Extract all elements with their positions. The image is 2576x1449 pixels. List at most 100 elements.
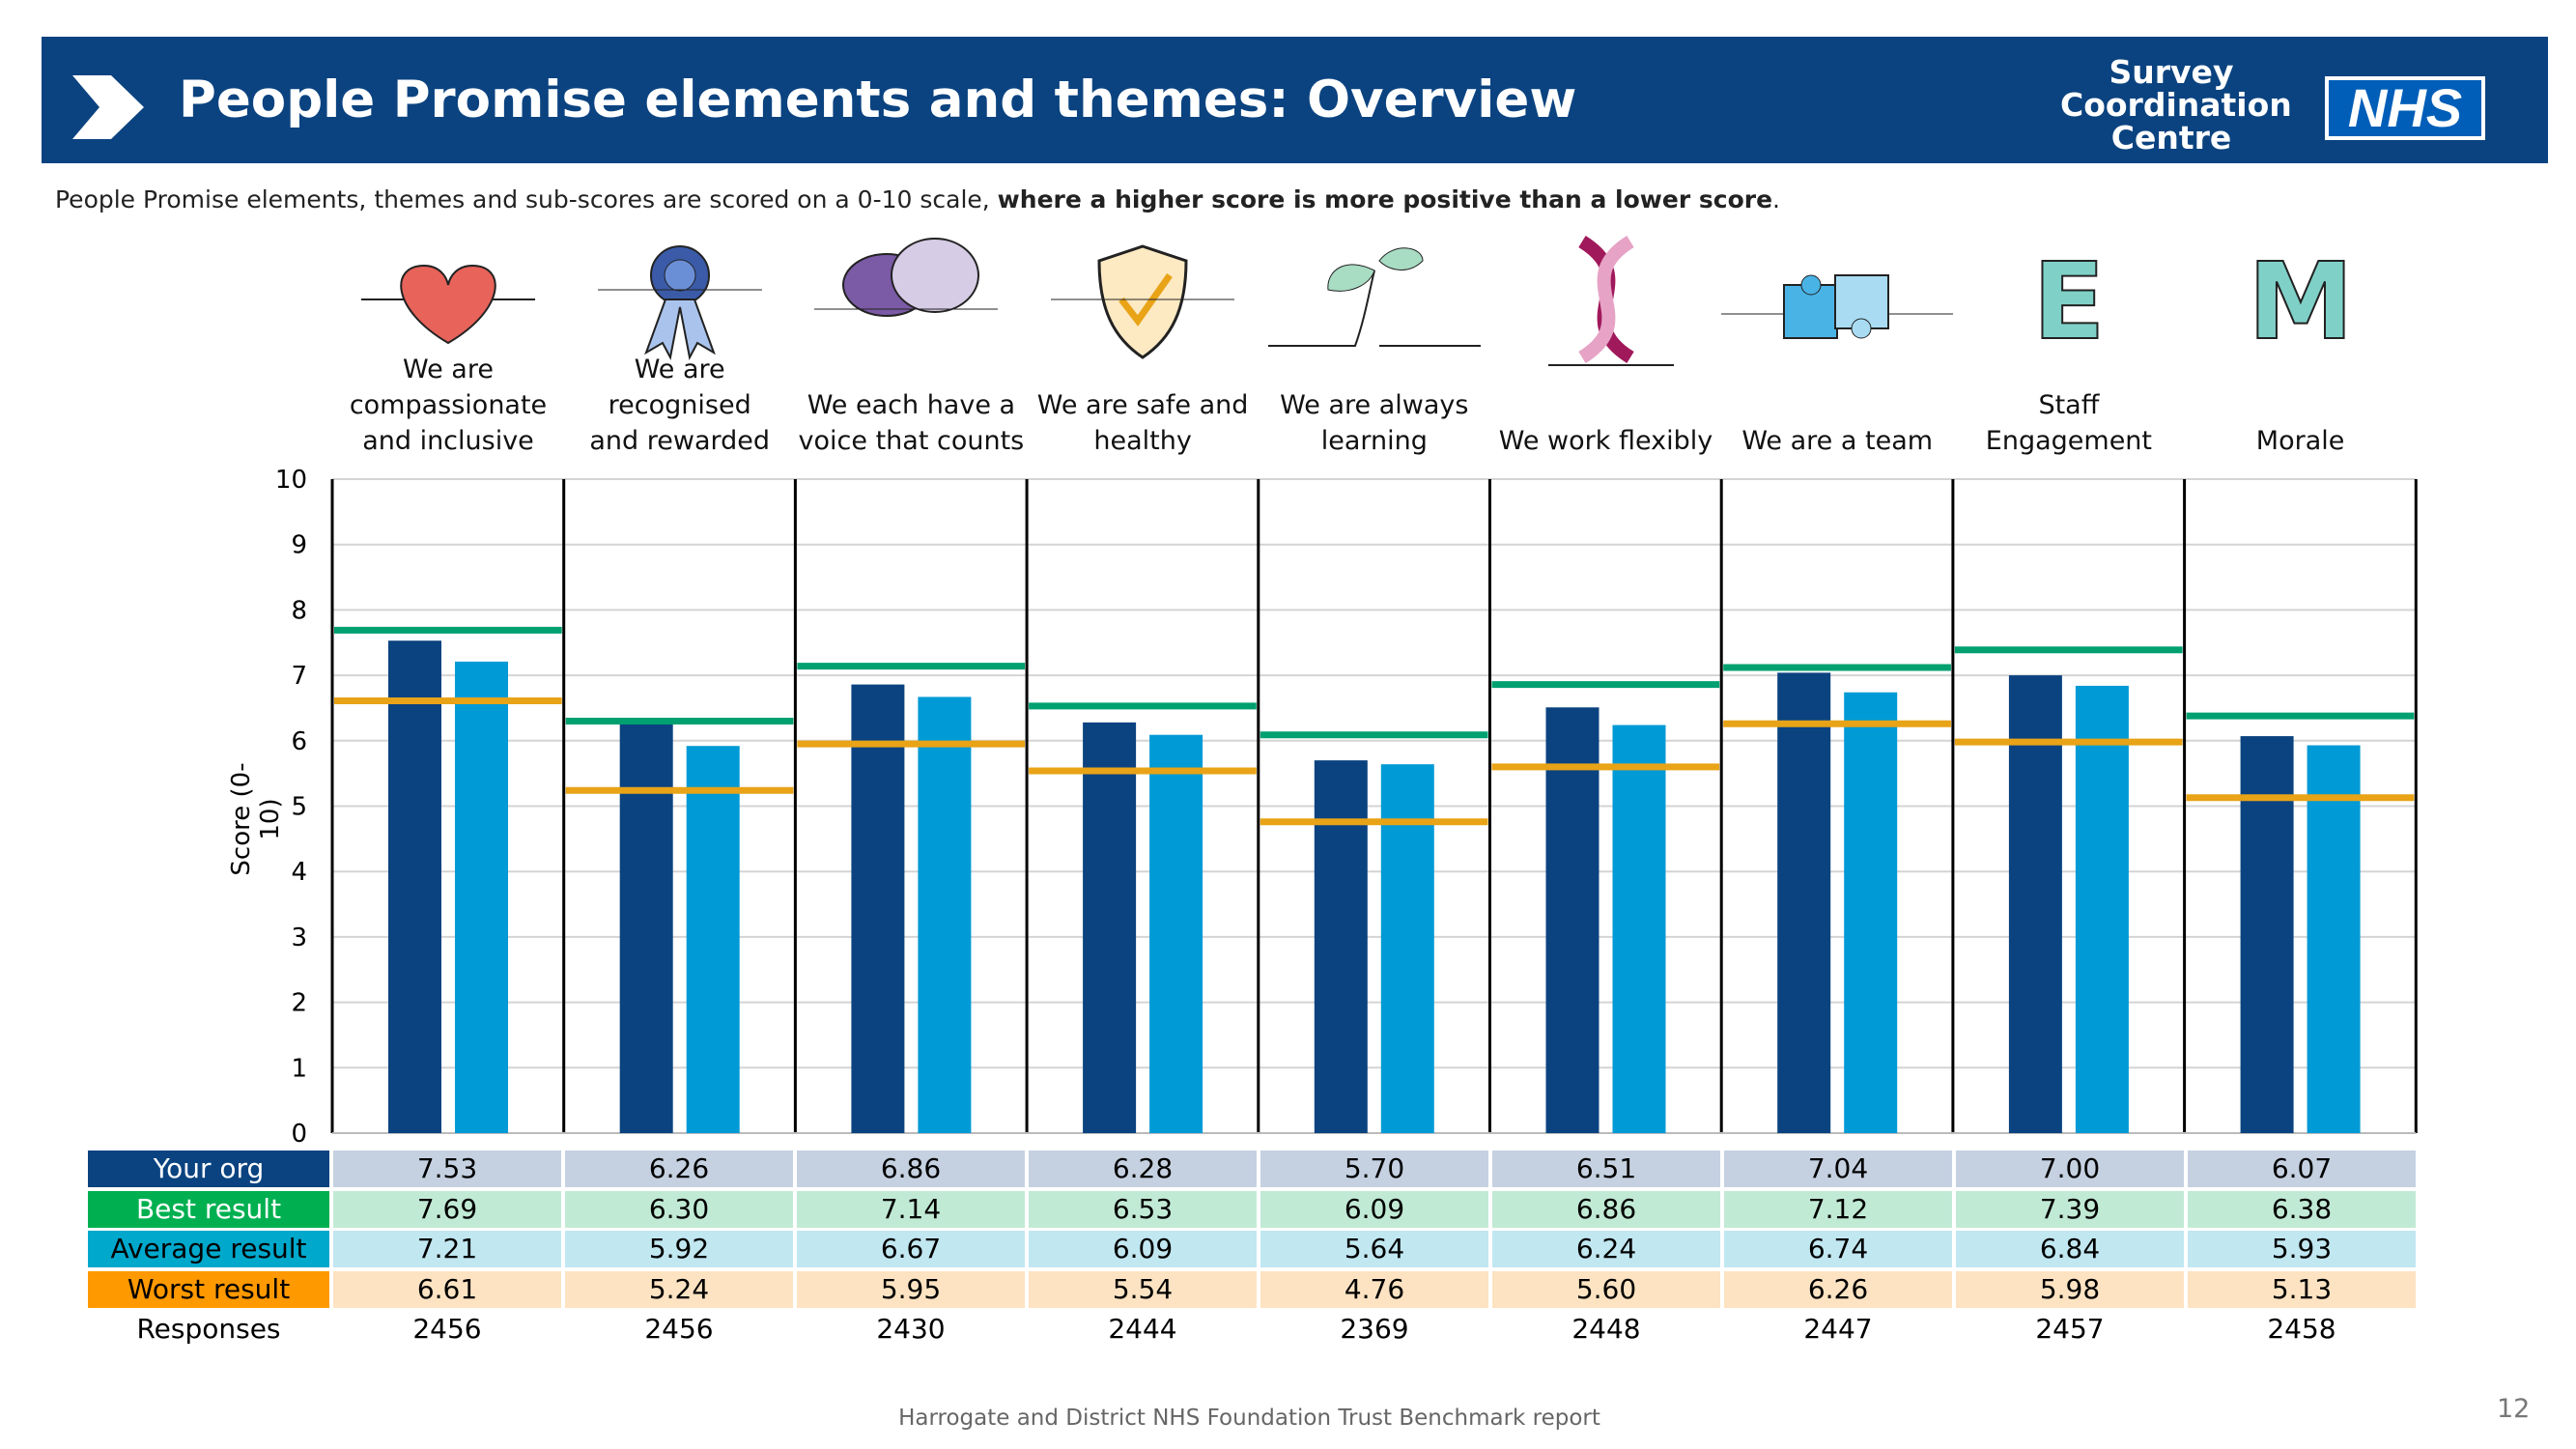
heart-icon: [332, 232, 564, 377]
category-label-line: and rewarded: [589, 426, 770, 456]
table-row-best-result: Best result 7.69 6.30 7.14 6.53 6.09 6.86 7.12 7…: [88, 1190, 2420, 1228]
subtitle: People Promise elements, themes and sub-…: [55, 185, 1780, 213]
rosette-icon: [564, 232, 796, 377]
category-label-line: Staff Engagement: [1985, 390, 2152, 456]
category-label-line: voice that counts: [798, 426, 1025, 456]
table-cell: 7.00: [1956, 1151, 2184, 1187]
svg-text:M: M: [2248, 240, 2353, 363]
sprout-icon: [1259, 232, 1490, 377]
responses-cell: 2458: [2267, 1313, 2336, 1345]
nhs-logo-text: NHS: [2329, 80, 2481, 136]
bar-your-org: [1314, 760, 1368, 1133]
y-tick-label: 7: [291, 662, 307, 691]
bar-your-org: [1083, 722, 1137, 1133]
category-label-line: We are always: [1280, 390, 1469, 420]
table-cell: 7.53: [333, 1151, 561, 1187]
table-cell: 5.24: [565, 1270, 793, 1308]
table-cell: 5.64: [1260, 1231, 1488, 1267]
table-cell: 6.26: [565, 1151, 793, 1187]
category-label-line: We are recognised: [608, 355, 751, 420]
bar-average-result: [1380, 764, 1434, 1133]
page-title: People Promise elements and themes: Over…: [179, 71, 1577, 129]
y-tick-label: 2: [291, 989, 307, 1018]
page-number: 12: [2497, 1394, 2531, 1424]
subtitle-emphasis: where a higher score is more positive th…: [997, 185, 1773, 213]
table-cell: 5.93: [2188, 1231, 2416, 1267]
table-cell: 6.30: [565, 1190, 793, 1228]
row-label: Best result: [88, 1190, 329, 1228]
responses-cell: 2447: [1803, 1313, 1873, 1345]
header-banner: People Promise elements and themes: Over…: [42, 37, 2548, 163]
row-label: Average result: [88, 1231, 329, 1267]
y-tick-label: 4: [291, 858, 307, 887]
category-label-line: compassionate: [349, 390, 548, 420]
category-label: We are recognised and rewarded: [564, 352, 796, 459]
category-label: We are a team: [1721, 423, 1953, 459]
speech-bubbles-icon: [795, 232, 1027, 377]
bar-your-org: [2008, 675, 2062, 1133]
bar-your-org: [1777, 672, 1831, 1133]
responses-cell: 2448: [1571, 1313, 1641, 1345]
category-label-line: learning: [1320, 426, 1428, 456]
y-tick-label: 1: [291, 1054, 307, 1083]
row-label: Responses: [136, 1313, 281, 1345]
table-cell: 6.51: [1492, 1151, 1720, 1187]
nhs-logo: NHS: [2325, 76, 2485, 140]
category-label-line: We are: [403, 355, 494, 384]
logo-line: Survey: [2109, 53, 2234, 91]
table-cell: 7.39: [1956, 1190, 2184, 1228]
subtitle-text: People Promise elements, themes and sub-…: [55, 185, 998, 213]
y-axis-label: Score (0-10): [227, 762, 285, 876]
bar-average-result: [1612, 724, 1666, 1133]
category-label: We are compassionate and inclusive: [332, 352, 564, 459]
table-cell: 6.86: [797, 1151, 1025, 1187]
table-cell: 5.92: [565, 1231, 793, 1267]
category-label-line: Morale: [2255, 426, 2345, 456]
table-cell: 5.95: [797, 1270, 1025, 1308]
table-cell: 5.13: [2188, 1270, 2416, 1308]
svg-text:E: E: [2032, 240, 2105, 363]
responses-cell: 2457: [2035, 1313, 2105, 1345]
table-cell: 7.14: [797, 1190, 1025, 1228]
category-label: We are always learning: [1259, 387, 1490, 459]
bar-average-result: [455, 661, 508, 1133]
table-cell: 6.53: [1029, 1190, 1257, 1228]
table-cell: 7.21: [333, 1231, 561, 1267]
bar-average-result: [918, 696, 972, 1133]
bar-your-org: [851, 684, 905, 1133]
table-row-average-result: Average result 7.21 5.92 6.67 6.09 5.64 6.24 6.…: [88, 1231, 2420, 1267]
y-tick-label: 6: [291, 727, 307, 756]
table-cell: 6.84: [1956, 1231, 2184, 1267]
table-row-responses: Responses 2456 2456 2430 2444 2369 2448 2447 245…: [88, 1311, 2420, 1348]
y-tick-label: 5: [291, 793, 307, 822]
category-label: We work flexibly: [1490, 423, 1722, 459]
survey-coordination-centre-logo: Survey Coordination Centre: [2060, 53, 2292, 155]
puzzle-icon: [1721, 232, 1954, 377]
responses-cell: 2456: [644, 1313, 714, 1345]
table-cell: 6.74: [1724, 1231, 1952, 1267]
row-label: Worst result: [88, 1270, 329, 1308]
table-cell: 7.69: [333, 1190, 561, 1228]
table-cell: 6.24: [1492, 1231, 1720, 1267]
responses-cell: 2430: [876, 1313, 946, 1345]
responses-cell: 2456: [412, 1313, 482, 1345]
bar-your-org: [619, 724, 673, 1133]
category-label-line: We are safe and: [1036, 390, 1249, 420]
y-tick-label: 0: [291, 1120, 307, 1149]
logo-line: Coordination: [2060, 86, 2292, 124]
category-label-line: and inclusive: [362, 426, 534, 456]
category-label-line: healthy: [1093, 426, 1192, 456]
y-tick-label: 3: [291, 923, 307, 952]
bar-your-org: [388, 640, 441, 1133]
table-cell: 7.04: [1724, 1151, 1952, 1187]
table-cell: 6.07: [2188, 1151, 2416, 1187]
bar-average-result: [1844, 692, 1898, 1133]
table-cell: 5.98: [1956, 1270, 2184, 1308]
table-cell: 5.54: [1029, 1270, 1257, 1308]
category-label: We are safe and healthy: [1027, 387, 1259, 459]
table-cell: 5.60: [1492, 1270, 1720, 1308]
bar-average-result: [686, 746, 740, 1133]
table-row-worst-result: Worst result 6.61 5.24 5.95 5.54 4.76 5.60 6.26…: [88, 1270, 2420, 1308]
y-tick-label: 10: [275, 466, 307, 495]
